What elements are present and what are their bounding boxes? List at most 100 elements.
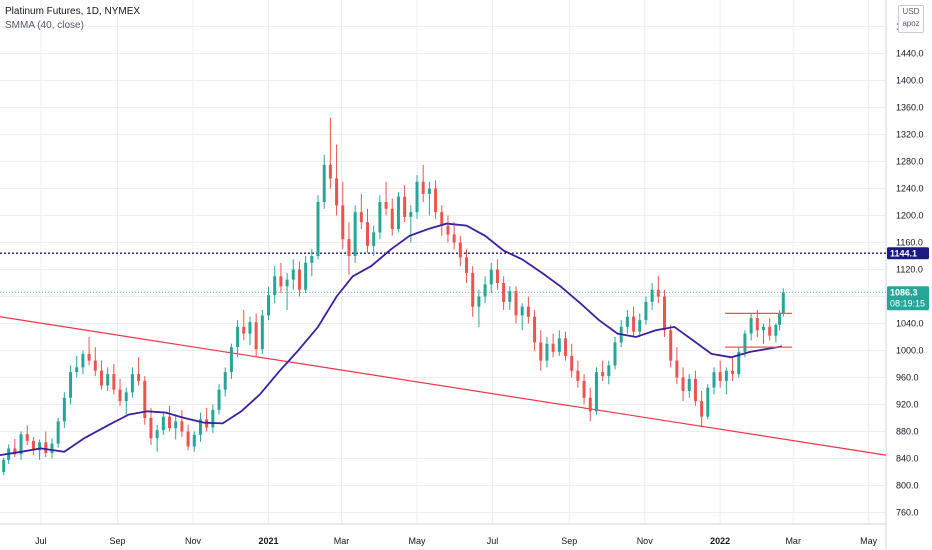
candle-body[interactable] bbox=[31, 440, 35, 451]
candle-body[interactable] bbox=[700, 401, 704, 417]
candle-body[interactable] bbox=[260, 315, 264, 350]
candle-body[interactable] bbox=[483, 284, 487, 297]
candle-body[interactable] bbox=[539, 342, 543, 361]
candle-body[interactable] bbox=[217, 389, 221, 410]
candle-body[interactable] bbox=[458, 242, 462, 258]
candle-body[interactable] bbox=[625, 316, 629, 327]
candle-body[interactable] bbox=[254, 322, 258, 350]
candle-body[interactable] bbox=[576, 370, 580, 381]
candle-body[interactable] bbox=[229, 347, 233, 373]
candle-body[interactable] bbox=[650, 289, 654, 302]
candle-body[interactable] bbox=[50, 443, 54, 454]
candle-body[interactable] bbox=[421, 181, 425, 194]
candle-body[interactable] bbox=[198, 419, 202, 435]
candle-body[interactable] bbox=[236, 326, 240, 348]
candle-body[interactable] bbox=[267, 295, 271, 316]
candle-body[interactable] bbox=[718, 372, 722, 381]
legend-symbol-title[interactable]: Platinum Futures, 1D, NYMEX bbox=[5, 6, 141, 17]
candle-body[interactable] bbox=[781, 292, 785, 314]
candle-body[interactable] bbox=[638, 320, 642, 332]
candle-body[interactable] bbox=[446, 225, 450, 235]
candle-body[interactable] bbox=[663, 296, 666, 331]
candle-body[interactable] bbox=[161, 416, 165, 431]
candle-body[interactable] bbox=[570, 355, 574, 371]
candle-body[interactable] bbox=[75, 367, 79, 373]
candle-body[interactable] bbox=[347, 239, 351, 256]
candle-body[interactable] bbox=[712, 372, 716, 388]
candle-body[interactable] bbox=[366, 222, 370, 246]
candle-body[interactable] bbox=[316, 202, 320, 256]
candle-body[interactable] bbox=[81, 353, 85, 368]
candle-body[interactable] bbox=[409, 212, 413, 217]
candle-body[interactable] bbox=[687, 378, 691, 391]
candle-body[interactable] bbox=[180, 421, 184, 432]
candle-body[interactable] bbox=[693, 378, 697, 402]
trendline[interactable] bbox=[0, 316, 887, 456]
candle-body[interactable] bbox=[669, 330, 673, 361]
candle-body[interactable] bbox=[328, 164, 332, 179]
candle-body[interactable] bbox=[737, 351, 741, 375]
candle-body[interactable] bbox=[526, 306, 530, 317]
candle-body[interactable] bbox=[168, 416, 172, 429]
candle-body[interactable] bbox=[768, 326, 772, 336]
candle-body[interactable] bbox=[112, 374, 116, 390]
candle-body[interactable] bbox=[533, 316, 537, 343]
candle-body[interactable] bbox=[19, 434, 23, 455]
candle-body[interactable] bbox=[390, 208, 394, 229]
candle-body[interactable] bbox=[149, 418, 153, 439]
candle-body[interactable] bbox=[378, 202, 382, 233]
candle-body[interactable] bbox=[471, 272, 475, 307]
legend-indicator[interactable]: SMMA (40, close) bbox=[5, 20, 84, 31]
candle-body[interactable] bbox=[87, 353, 91, 361]
candle-body[interactable] bbox=[564, 338, 568, 356]
candle-body[interactable] bbox=[25, 434, 29, 441]
candle-body[interactable] bbox=[13, 448, 17, 455]
candle-body[interactable] bbox=[403, 196, 407, 217]
candle-body[interactable] bbox=[607, 365, 611, 377]
candle-body[interactable] bbox=[755, 318, 759, 331]
candle-body[interactable] bbox=[143, 380, 147, 418]
candle-body[interactable] bbox=[130, 374, 134, 393]
candle-body[interactable] bbox=[582, 380, 586, 398]
hline-price-badge[interactable] bbox=[887, 247, 929, 260]
candle-body[interactable] bbox=[322, 164, 326, 202]
candle-body[interactable] bbox=[778, 313, 782, 325]
candle-body[interactable] bbox=[465, 257, 469, 273]
candle-body[interactable] bbox=[452, 234, 456, 243]
plot-area[interactable] bbox=[0, 0, 886, 524]
candle-body[interactable] bbox=[297, 269, 301, 290]
candle-body[interactable] bbox=[192, 434, 196, 447]
candle-body[interactable] bbox=[372, 232, 376, 246]
candle-body[interactable] bbox=[434, 188, 438, 213]
candle-body[interactable] bbox=[749, 318, 753, 334]
candle-body[interactable] bbox=[304, 262, 308, 290]
candle-body[interactable] bbox=[440, 212, 444, 226]
candle-body[interactable] bbox=[656, 289, 660, 297]
candle-body[interactable] bbox=[69, 372, 73, 398]
candle-body[interactable] bbox=[396, 196, 400, 229]
candle-body[interactable] bbox=[285, 279, 289, 287]
candle-body[interactable] bbox=[774, 324, 778, 336]
candle-body[interactable] bbox=[341, 205, 345, 240]
candle-body[interactable] bbox=[353, 212, 357, 256]
candle-body[interactable] bbox=[93, 360, 97, 371]
candle-body[interactable] bbox=[681, 377, 685, 392]
candle-body[interactable] bbox=[273, 276, 277, 296]
candle-body[interactable] bbox=[613, 342, 617, 366]
candle-body[interactable] bbox=[124, 392, 128, 402]
candle-body[interactable] bbox=[508, 291, 512, 302]
candle-body[interactable] bbox=[588, 397, 592, 412]
candle-body[interactable] bbox=[545, 343, 549, 361]
last-price-badge[interactable] bbox=[887, 286, 929, 311]
candle-body[interactable] bbox=[415, 181, 419, 213]
candle-body[interactable] bbox=[106, 374, 110, 386]
currency-selector[interactable]: USD apoz bbox=[898, 5, 924, 33]
candle-body[interactable] bbox=[137, 374, 141, 381]
candle-body[interactable] bbox=[731, 370, 735, 375]
candle-body[interactable] bbox=[557, 338, 561, 352]
candle-body[interactable] bbox=[359, 212, 363, 223]
candle-body[interactable] bbox=[761, 326, 765, 331]
candle-body[interactable] bbox=[62, 397, 66, 422]
smma-line[interactable] bbox=[0, 222, 783, 456]
